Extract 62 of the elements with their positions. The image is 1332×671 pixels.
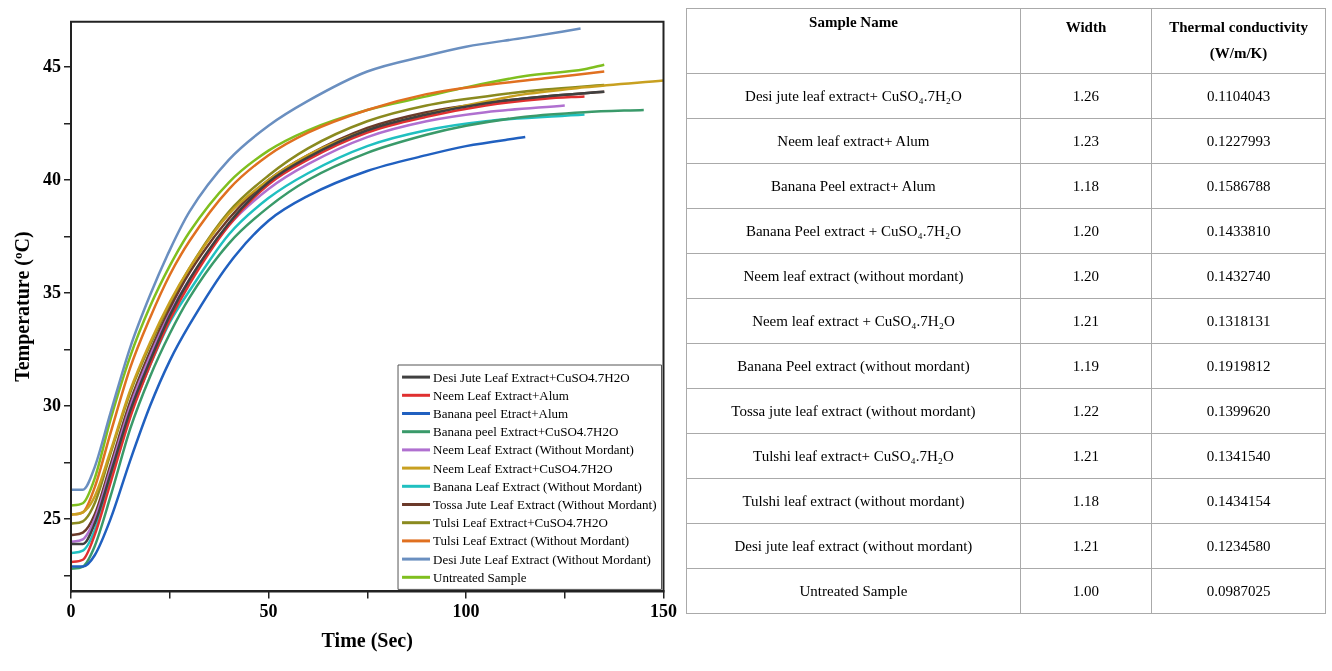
x-axis-title: Time (Sec) — [321, 629, 413, 653]
legend-label: Banana peel Extract+CuSO4.7H2O — [433, 424, 619, 440]
data-label: 1.26 — [1020, 73, 1152, 119]
data-label: 1.21 — [1020, 523, 1152, 569]
x-tick-label: 0 — [66, 600, 76, 621]
legend-label: Tossa Jute Leaf Extract (Without Mordant) — [433, 496, 657, 512]
data-label: 1.22 — [1020, 388, 1152, 434]
category-label: Tossa jute leaf extract (without mordant) — [686, 388, 1021, 434]
category-label: Banana Peel extract (without mordant) — [686, 343, 1021, 389]
legend-label: Desi Jute Leaf Extract (Without Mordant) — [433, 551, 651, 567]
category-label: Banana Peel extract + CuSO₄.7H₂O — [686, 208, 1021, 254]
legend-label: Neem Leaf Extract+CuSO4.7H2O — [433, 460, 613, 476]
text: Width — [1020, 8, 1152, 74]
data-label: 1.20 — [1020, 253, 1152, 299]
category-label: Desi jute leaf extract+ CuSO₄.7H₂O — [686, 73, 1021, 119]
x-tick-label: 50 — [259, 600, 278, 621]
data-label: 1.23 — [1020, 118, 1152, 164]
legend-label: Tulsi Leaf Extract (Without Mordant) — [433, 533, 630, 549]
data-label: 0.1919812 — [1151, 343, 1326, 389]
category-label: Neem leaf extract+ Alum — [686, 118, 1021, 164]
data-label: 0.1341540 — [1151, 433, 1326, 479]
x-tick-label: 100 — [452, 600, 480, 621]
data-label: 1.21 — [1020, 298, 1152, 344]
data-label: 0.1234580 — [1151, 523, 1326, 569]
legend-label: Tulsi Leaf Extract+CuSO4.7H2O — [433, 515, 608, 531]
y-tick-label: 40 — [43, 168, 61, 189]
y-tick-label: 45 — [43, 55, 61, 76]
y-tick-label: 25 — [43, 507, 61, 528]
data-label: 1.21 — [1020, 433, 1152, 479]
y-tick-label: 30 — [43, 394, 61, 415]
y-tick-label: 35 — [43, 281, 61, 302]
data-label: 1.18 — [1020, 163, 1152, 209]
data-label: 0.1318131 — [1151, 298, 1326, 344]
legend-label: Untreated Sample — [433, 569, 527, 585]
data-label: 0.1434154 — [1151, 478, 1326, 524]
legend-label: Banana Leaf Extract (Without Mordant) — [433, 478, 642, 494]
data-label: 1.18 — [1020, 478, 1152, 524]
text: Sample Name — [686, 8, 1021, 74]
legend-label: Desi Jute Leaf Extract+CuSO4.7H2O — [433, 369, 630, 385]
data-label: 0.0987025 — [1151, 568, 1326, 614]
category-label: Tulshi leaf extract+ CuSO₄.7H₂O — [686, 433, 1021, 479]
data-label: 1.20 — [1020, 208, 1152, 254]
category-label: Tulshi leaf extract (without mordant) — [686, 478, 1021, 524]
data-label: 0.1227993 — [1151, 118, 1326, 164]
legend-label: Neem Leaf Extract (Without Mordant) — [433, 442, 634, 458]
x-tick-label: 150 — [650, 600, 677, 621]
data-label: 0.1433810 — [1151, 208, 1326, 254]
category-label: Banana Peel extract+ Alum — [686, 163, 1021, 209]
data-label: 1.00 — [1020, 568, 1152, 614]
text: Thermal conductivity (W/m/K) — [1151, 8, 1326, 74]
data-label: 0.1432740 — [1151, 253, 1326, 299]
legend-label: Banana peel Etract+Alum — [433, 405, 569, 421]
category-label: Desi jute leaf extract (without mordant) — [686, 523, 1021, 569]
data-label: 0.1586788 — [1151, 163, 1326, 209]
data-label: 1.19 — [1020, 343, 1152, 389]
category-label: Neem leaf extract + CuSO₄.7H₂O — [686, 298, 1021, 344]
y-axis-title: Temperature (ºC) — [11, 231, 35, 382]
category-label: Untreated Sample — [686, 568, 1021, 614]
data-label: 0.1104043 — [1151, 73, 1326, 119]
legend-label: Neem Leaf Extract+Alum — [433, 387, 569, 403]
data-label: 0.1399620 — [1151, 388, 1326, 434]
category-label: Neem leaf extract (without mordant) — [686, 253, 1021, 299]
